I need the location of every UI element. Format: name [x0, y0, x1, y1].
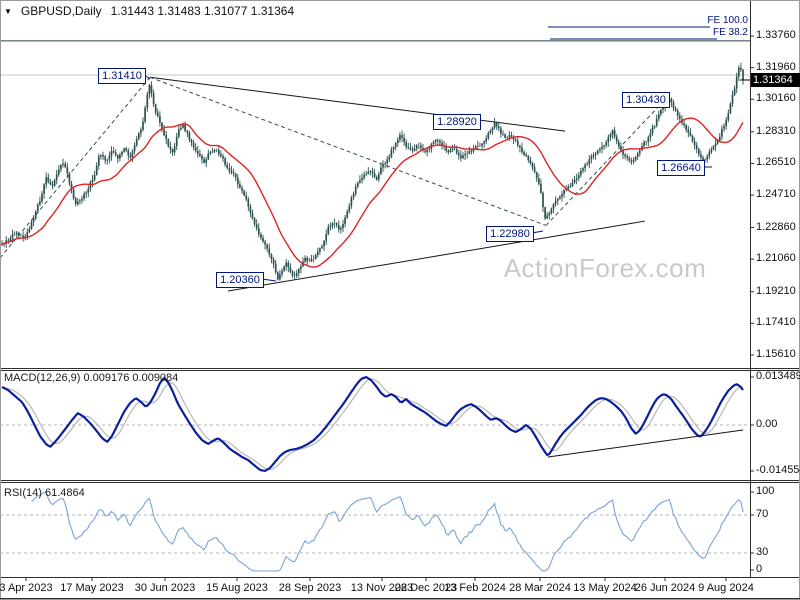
watermark: ActionForex.com	[503, 253, 707, 283]
rsi-indicator-label: RSI(14) 61.4864	[4, 487, 85, 499]
price-axis-label: 1.24710	[756, 188, 796, 201]
price-axis-label: 1.26510	[756, 156, 796, 169]
date-label: 30 Jun 2023	[134, 582, 196, 594]
price-annotation: 1.22980	[486, 226, 534, 242]
rsi-axis-label: 30	[756, 546, 769, 558]
price-annotation: 1.20360	[216, 272, 264, 288]
fib-expansion-label: FE 100.0	[707, 15, 748, 26]
macd-indicator-label: MACD(12,26,9) 0.009176 0.009084	[4, 372, 179, 384]
price-axis-label: 1.31960	[756, 60, 796, 73]
chart-title: ▼ GBPUSD,Daily 1.31443 1.31483 1.31077 1…	[4, 4, 294, 18]
price-annotation: 1.28920	[433, 114, 481, 130]
price-axis-label: 1.21060	[756, 252, 796, 265]
current-price-tag: 1.31364	[751, 73, 800, 87]
date-label: 13 Nov 2023	[350, 582, 414, 594]
symbol-timeframe: GBPUSD,Daily	[20, 4, 102, 18]
price-annotation: 1.31410	[98, 68, 146, 84]
price-axis-label: 1.15610	[756, 347, 796, 360]
price-annotation: 1.30430	[622, 92, 670, 108]
price-axis-label: 1.19210	[756, 284, 796, 297]
price-axis-label: 1.28310	[756, 124, 796, 137]
rsi-axis-label: 0	[756, 563, 763, 575]
date-label: 13 May 2024	[573, 582, 637, 594]
date-label: 13 Feb 2024	[444, 582, 506, 594]
price-annotation: 1.26640	[657, 160, 705, 176]
macd-axis-label: 0.013489	[756, 370, 800, 382]
date-label: 15 Aug 2023	[206, 582, 268, 594]
date-label: 17 May 2023	[60, 582, 124, 594]
date-label: 3 Apr 2023	[0, 582, 53, 594]
date-label: 28 Dec 2023	[394, 582, 458, 594]
price-axis-label: 1.30160	[756, 92, 796, 105]
dropdown-arrow-icon: ▼	[4, 6, 12, 16]
date-label: 9 Aug 2024	[698, 582, 754, 594]
ohlc-quote: 1.31443 1.31483 1.31077 1.31364	[110, 4, 295, 18]
price-axis-label: 1.17410	[756, 316, 796, 329]
date-label: 26 Jun 2024	[634, 582, 696, 594]
macd-axis-label: 0.00	[756, 418, 778, 430]
rsi-axis-label: 100	[756, 485, 775, 497]
rsi-axis-label: 70	[756, 508, 769, 520]
date-label: 28 Sep 2023	[278, 582, 342, 594]
fib-expansion-label: FE 38.2	[712, 27, 748, 38]
price-axis-label: 1.33760	[756, 29, 796, 41]
date-label: 28 Mar 2024	[509, 582, 571, 594]
macd-axis-label: -0.014554	[756, 464, 800, 476]
price-axis-label: 1.22860	[756, 220, 796, 233]
